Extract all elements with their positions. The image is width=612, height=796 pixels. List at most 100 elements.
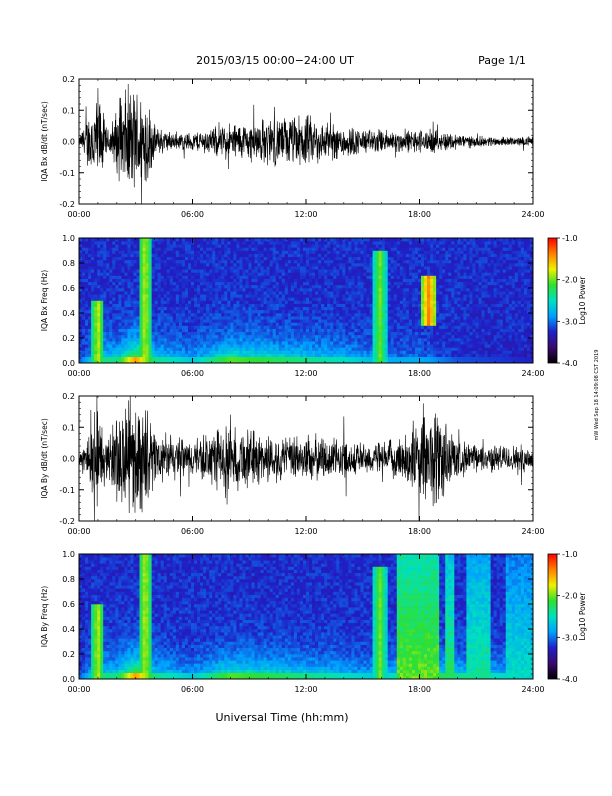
spectrogram-cell [212, 326, 215, 329]
spectrogram-cell [273, 319, 276, 322]
spectrogram-cell [312, 329, 315, 332]
spectrogram-cell [442, 316, 445, 319]
spectrogram-cell [282, 301, 285, 304]
spectrogram-cell [415, 310, 418, 313]
spectrogram-cell [94, 335, 97, 338]
spectrogram-cell [133, 326, 136, 329]
spectrogram-cell [94, 297, 97, 300]
spectrogram-cell [445, 272, 448, 275]
spectrogram-cell [221, 297, 224, 300]
spectrogram-cell [264, 266, 267, 269]
spectrogram-cell [206, 285, 209, 288]
spectrogram-cell [94, 247, 97, 250]
spectrogram-cell [327, 304, 330, 307]
spectrogram-cell [236, 351, 239, 354]
spectrogram-cell [227, 351, 230, 354]
spectrogram-cell [239, 297, 242, 300]
spectrogram-cell [224, 332, 227, 335]
spectrogram-cell [155, 338, 158, 341]
spectrogram-cell [130, 341, 133, 344]
spectrogram-cell [149, 266, 152, 269]
spectrogram-cell [436, 269, 439, 272]
spectrogram-cell [415, 304, 418, 307]
spectrogram-cell [161, 316, 164, 319]
spectrogram-cell [88, 310, 91, 313]
spectrogram-cell [430, 329, 433, 332]
spectrogram-cell [252, 310, 255, 313]
spectrogram-cell [345, 257, 348, 260]
spectrogram-cell [264, 244, 267, 247]
spectrogram-cell [336, 260, 339, 263]
spectrogram-cell [279, 288, 282, 291]
spectrogram-cell [200, 272, 203, 275]
spectrogram-cell [285, 247, 288, 250]
spectrogram-cell [282, 316, 285, 319]
spectrogram-cell [397, 288, 400, 291]
spectrogram-cell [379, 344, 382, 347]
spectrogram-cell [279, 351, 282, 354]
spectrogram-cell [394, 354, 397, 357]
spectrogram-cell [197, 247, 200, 250]
spectrogram-cell [336, 338, 339, 341]
spectrogram-cell [406, 329, 409, 332]
spectrogram-cell [97, 338, 100, 341]
spectrogram-cell [233, 279, 236, 282]
spectrogram-cell [218, 310, 221, 313]
spectrogram-cell [133, 276, 136, 279]
spectrogram-cell [103, 263, 106, 266]
spectrogram-cell [270, 288, 273, 291]
spectrogram-cell [221, 244, 224, 247]
spectrogram-cell [191, 266, 194, 269]
spectrogram-cell [200, 244, 203, 247]
spectrogram-cell [215, 329, 218, 332]
spectrogram-cell [248, 251, 251, 254]
spectrogram-cell [203, 329, 206, 332]
spectrogram-cell [224, 351, 227, 354]
spectrogram-cell [300, 354, 303, 357]
spectrogram-panel-2 [79, 238, 533, 363]
spectrogram-cell [206, 326, 209, 329]
spectrogram-cell [354, 285, 357, 288]
spectrogram-cell [273, 260, 276, 263]
spectrogram-cell [436, 332, 439, 335]
spectrogram-cell [445, 269, 448, 272]
spectrogram-cell [94, 291, 97, 294]
spectrogram-cell [291, 269, 294, 272]
spectrogram-cell [433, 351, 436, 354]
spectrogram-cell [415, 291, 418, 294]
spectrogram-cell [370, 285, 373, 288]
spectrogram-cell [218, 285, 221, 288]
spectrogram-cell [445, 326, 448, 329]
spectrogram-cell [261, 354, 264, 357]
spectrogram-cell [382, 335, 385, 338]
spectrogram-cell [124, 260, 127, 263]
spectrogram-cell [415, 288, 418, 291]
spectrogram-cell [394, 254, 397, 257]
spectrogram-cell [230, 294, 233, 297]
spectrogram-cell [439, 322, 442, 325]
spectrogram-cell [309, 263, 312, 266]
spectrogram-cell [276, 354, 279, 357]
spectrogram-cell [445, 282, 448, 285]
spectrogram-cell [412, 254, 415, 257]
spectrogram-cell [248, 341, 251, 344]
spectrogram-cell [200, 344, 203, 347]
spectrogram-cell [85, 316, 88, 319]
spectrogram-cell [270, 291, 273, 294]
spectrogram-cell [191, 351, 194, 354]
spectrogram-cell [321, 297, 324, 300]
spectrogram-cell [391, 357, 394, 360]
spectrogram-cell [191, 329, 194, 332]
spectrogram-cell [333, 297, 336, 300]
spectrogram-cell [279, 332, 282, 335]
spectrogram-cell [255, 263, 258, 266]
spectrogram-cell [221, 319, 224, 322]
spectrogram-cell [155, 291, 158, 294]
spectrogram-cell [146, 266, 149, 269]
spectrogram-cell [327, 238, 330, 241]
spectrogram-cell [354, 279, 357, 282]
spectrogram-cell [140, 344, 143, 347]
spectrogram-cell [188, 335, 191, 338]
spectrogram-cell [412, 301, 415, 304]
